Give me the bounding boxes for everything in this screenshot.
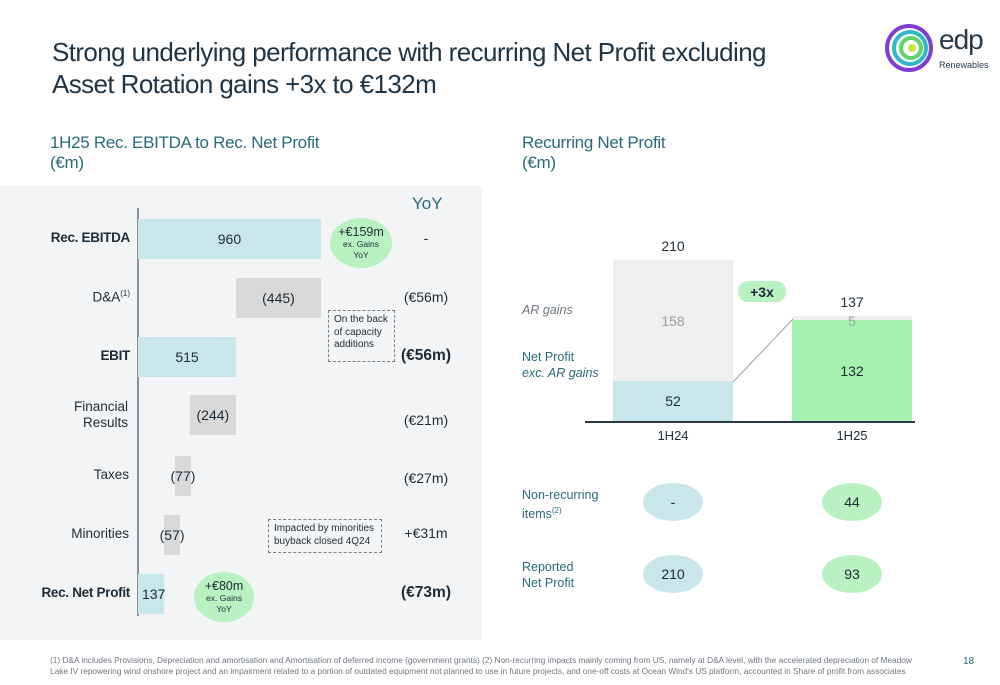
right-unit-text: (€m): [522, 153, 556, 172]
page-number: 18: [963, 656, 975, 667]
minorities-note-line1: Impacted by minorities: [274, 523, 375, 534]
legend-np-line2: exc. AR gains: [522, 366, 599, 380]
da-note-line1: On the back: [334, 314, 388, 325]
waterfall-panel: [0, 186, 482, 640]
reported-line1: Reported: [522, 560, 574, 574]
non-recurring-label: Non-recurring items(2): [522, 487, 598, 522]
ebitda-gains-bubble: +€159m ex. Gains YoY: [330, 218, 392, 268]
connector-line: [732, 318, 794, 383]
ebitda-bubble-value: +€159m: [338, 225, 384, 239]
netprofit-bubble-line2: ex. Gains: [206, 593, 242, 603]
logo-subtitle: Renewables: [939, 60, 989, 70]
stack-bar-np-1H25: 132: [792, 320, 912, 421]
da-note-line2: of capacity: [334, 326, 382, 338]
row-label-rec-net-profit: Rec. Net Profit: [41, 585, 130, 600]
legend-np-line1: Net Profit: [522, 350, 575, 364]
yoy-minorities: +€31m: [404, 525, 448, 541]
yoy-rec-net-profit: (€73m): [401, 584, 451, 601]
da-note-line3: additions: [334, 339, 375, 350]
waterfall-axis: [137, 208, 139, 616]
right-chart-title: Recurring Net Profit (€m): [522, 133, 666, 173]
x-axis-line: [585, 421, 915, 423]
x-tick-1H24: 1H24: [657, 428, 689, 443]
non-recurring-1h24: -: [643, 483, 703, 521]
non-recurring-line1: Non-recurring: [522, 488, 599, 502]
reported-1h25: 93: [822, 555, 882, 593]
netprofit-gains-bubble: +€80m ex. Gains YoY: [194, 572, 254, 622]
da-note: On the back of capacity additions: [328, 310, 395, 362]
minorities-note: Impacted by minorities buyback closed 4Q…: [268, 519, 382, 553]
left-unit-text: (€m): [50, 153, 84, 172]
minorities-note-line2: buyback closed 4Q24: [274, 535, 371, 547]
x-tick-1H25: 1H25: [836, 428, 868, 443]
row-label-da: D&A(1): [30, 289, 130, 305]
waterfall-bar-0: 960: [138, 219, 321, 259]
page-title-line2: Asset Rotation gains +3x to €132m: [52, 69, 437, 99]
stack-total-1H25: 137: [840, 294, 864, 311]
row-label-minorities: Minorities: [71, 526, 129, 541]
left-title-text: 1H25 Rec. EBITDA to Rec. Net Profit: [50, 133, 320, 152]
yoy-ebit: (€56m): [401, 347, 451, 364]
waterfall-bar-1: (445): [236, 278, 321, 318]
waterfall-bar-6: 137: [138, 574, 165, 614]
stack-bar-ar-1H25: 5: [792, 315, 912, 328]
stack-bar-ar-1H24: 158: [613, 260, 733, 382]
financial-label-line2: Results: [82, 415, 128, 430]
da-superscript: (1): [120, 289, 130, 298]
yoy-rec-ebitda: -: [423, 230, 429, 246]
reported-line2: Net Profit: [522, 576, 575, 590]
row-label-taxes: Taxes: [93, 467, 129, 482]
legend-net-profit: Net Profit exc. AR gains: [522, 349, 599, 381]
row-label-rec-ebitda: Rec. EBITDA: [50, 230, 131, 245]
growth-badge: +3x: [738, 281, 786, 302]
page-title-line1: Strong underlying performance with recur…: [52, 37, 767, 67]
right-title-text: Recurring Net Profit: [522, 133, 666, 152]
da-label-text: D&A: [92, 289, 121, 305]
stack-bar-np-1H24: 52: [613, 381, 733, 421]
page-title: Strong underlying performance with recur…: [52, 36, 872, 100]
yoy-taxes: (€27m): [403, 470, 449, 486]
reported-1h24: 210: [643, 555, 703, 593]
row-label-ebit: EBIT: [100, 348, 130, 363]
waterfall-bar-5: (57): [160, 515, 185, 555]
footnote: (1) D&A includes Provisions, Depreciatio…: [50, 655, 912, 676]
non-recurring-1h25: 44: [822, 483, 882, 521]
financial-label-line1: Financial: [73, 399, 128, 414]
legend-ar-gains: AR gains: [522, 303, 573, 317]
yoy-da: (€56m): [403, 289, 449, 305]
left-chart-title: 1H25 Rec. EBITDA to Rec. Net Profit (€m): [50, 133, 319, 173]
logo-text: edp: [939, 24, 984, 55]
yoy-financial-results: (€21m): [403, 412, 449, 428]
ebitda-bubble-line3: YoY: [353, 250, 369, 260]
waterfall-bar-2: 515: [138, 337, 237, 377]
ebitda-bubble-line2: ex. Gains: [343, 239, 379, 249]
edp-logo-icon: [885, 24, 933, 72]
waterfall-bar-3: (244): [189, 395, 237, 435]
non-recurring-sup: (2): [551, 506, 562, 515]
netprofit-bubble-value: +€80m: [204, 579, 244, 593]
reported-label: Reported Net Profit: [522, 559, 574, 591]
row-label-financial-results: Financial Results: [30, 399, 128, 431]
non-recurring-line2: items: [522, 507, 552, 522]
stack-total-1H24: 210: [661, 238, 685, 255]
yoy-header: YoY: [412, 194, 443, 213]
waterfall-bar-4: (77): [171, 456, 195, 496]
netprofit-bubble-line3: YoY: [216, 604, 232, 614]
